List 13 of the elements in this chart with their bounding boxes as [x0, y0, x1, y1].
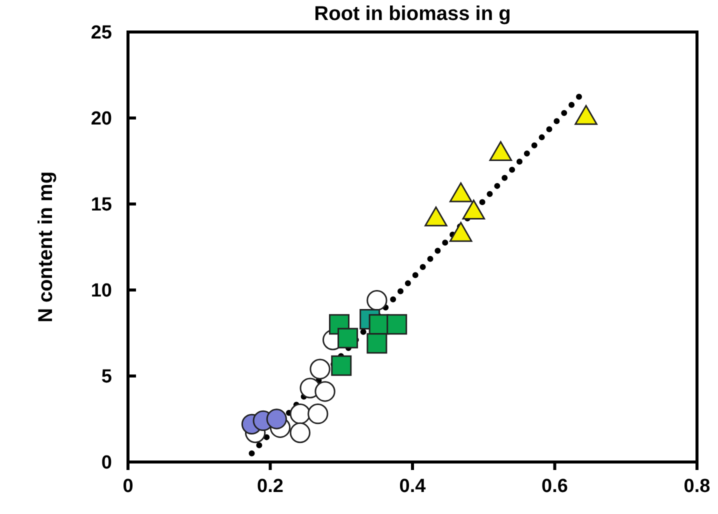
x-tick-label: 0.2: [257, 476, 284, 497]
y-tick-label: 20: [90, 108, 112, 130]
chart-title: Root in biomass in g: [314, 3, 511, 25]
y-tick-label: 10: [90, 280, 112, 302]
y-tick-label: 25: [90, 22, 112, 44]
x-tick-label: 0.8: [684, 476, 710, 497]
x-tick-label: 0: [122, 476, 134, 497]
y-tick-label: 5: [101, 366, 112, 388]
x-tick-label: 0.4: [399, 476, 426, 497]
y-tick-label: 15: [90, 194, 112, 216]
x-tick-label: 0.6: [542, 476, 568, 497]
y-axis-title: N content in mg: [35, 171, 57, 323]
y-tick-label: 0: [101, 452, 112, 474]
